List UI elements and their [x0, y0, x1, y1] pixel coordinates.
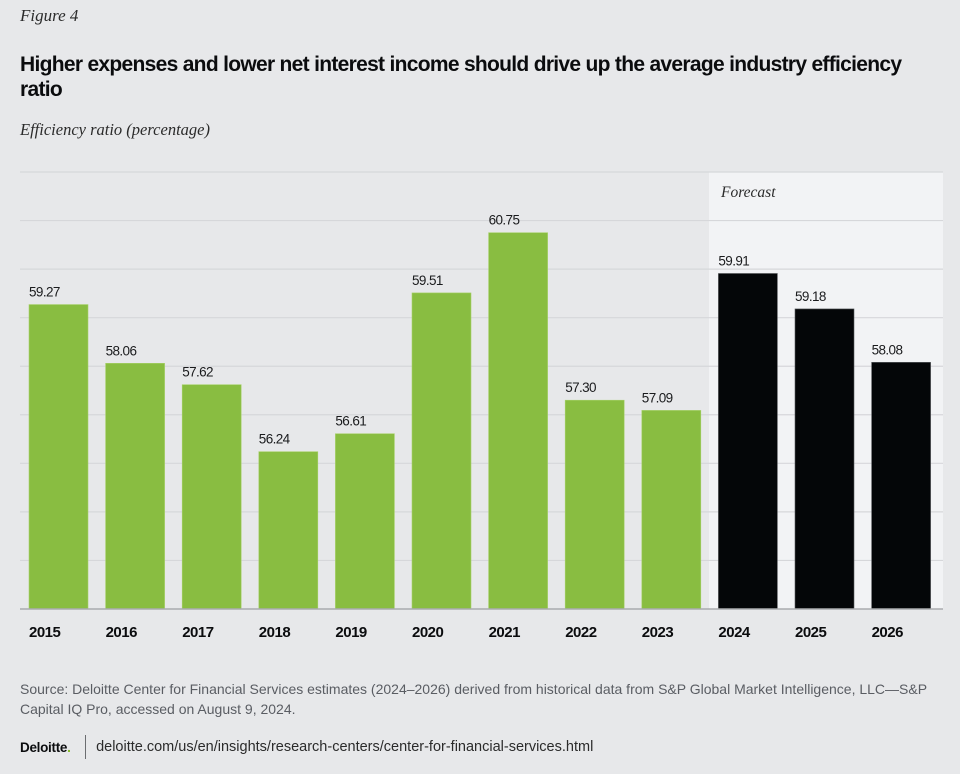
value-label: 57.62: [182, 365, 213, 380]
bar-actual-2015: [28, 304, 89, 610]
value-label: 56.24: [259, 432, 291, 447]
x-tick-label: 2017: [182, 624, 214, 641]
footer-url-link[interactable]: deloitte.com/us/en/insights/research-cen…: [96, 739, 594, 755]
value-label: 57.30: [565, 380, 596, 395]
bar-chart: Forecast 59.27 58.06 57.62 56.24 56.61 59.51 6…: [20, 171, 943, 641]
bar-actual-2022: [564, 399, 625, 610]
bar-actual-2017: [181, 384, 242, 610]
x-tick-label: 2018: [259, 624, 291, 641]
footer: Deloitte. deloitte.com/us/en/insights/re…: [20, 735, 593, 759]
value-label: 58.08: [872, 342, 903, 357]
bar-forecast-2024: [718, 273, 778, 610]
chart-title: Higher expenses and lower net interest i…: [20, 53, 902, 101]
bar-actual-2019: [335, 433, 395, 610]
x-tick-label: 2022: [565, 624, 597, 641]
logo-dot: .: [67, 739, 71, 755]
x-tick-label: 2021: [489, 624, 521, 641]
source-note: Source: Deloitte Center for Financial Se…: [20, 681, 927, 717]
x-axis-labels: 2015 2016 2017 2018 2019 2020 2021 2022 2023 2024…: [29, 624, 904, 641]
value-label: 60.75: [489, 213, 520, 228]
value-label: 59.51: [412, 273, 443, 288]
deloitte-logo: Deloitte.: [20, 740, 71, 755]
bar-actual-2018: [258, 451, 319, 610]
bar-actual-2023: [641, 410, 702, 610]
bar-actual-2021: [488, 232, 548, 610]
x-tick-label: 2016: [106, 624, 138, 641]
bar-actual-2016: [105, 363, 165, 610]
x-tick-label: 2023: [642, 624, 674, 641]
bar-forecast-2026: [871, 362, 931, 610]
x-tick-label: 2019: [335, 624, 367, 641]
value-label: 58.06: [106, 343, 137, 358]
gridlines: [20, 171, 943, 562]
value-label: 59.18: [795, 289, 826, 304]
x-tick-label: 2026: [872, 624, 904, 641]
value-label: 59.91: [718, 253, 749, 268]
bar-actual-2020: [411, 292, 472, 610]
value-label: 57.09: [642, 390, 673, 405]
x-tick-label: 2020: [412, 624, 444, 641]
footer-divider: [84, 735, 87, 759]
forecast-label: Forecast: [720, 184, 776, 201]
bars: 59.27 58.06 57.62 56.24 56.61 59.51 60.75 57.30…: [28, 213, 931, 610]
x-tick-label: 2025: [795, 624, 827, 641]
x-tick-label: 2015: [29, 624, 61, 641]
chart-subtitle: Efficiency ratio (percentage): [20, 120, 210, 139]
bar-forecast-2025: [794, 308, 855, 610]
x-tick-label: 2024: [718, 624, 751, 641]
figure-label: Figure 4: [20, 6, 79, 25]
logo-text: Deloitte: [20, 739, 68, 755]
value-label: 56.61: [335, 414, 366, 429]
value-label: 59.27: [29, 285, 60, 300]
